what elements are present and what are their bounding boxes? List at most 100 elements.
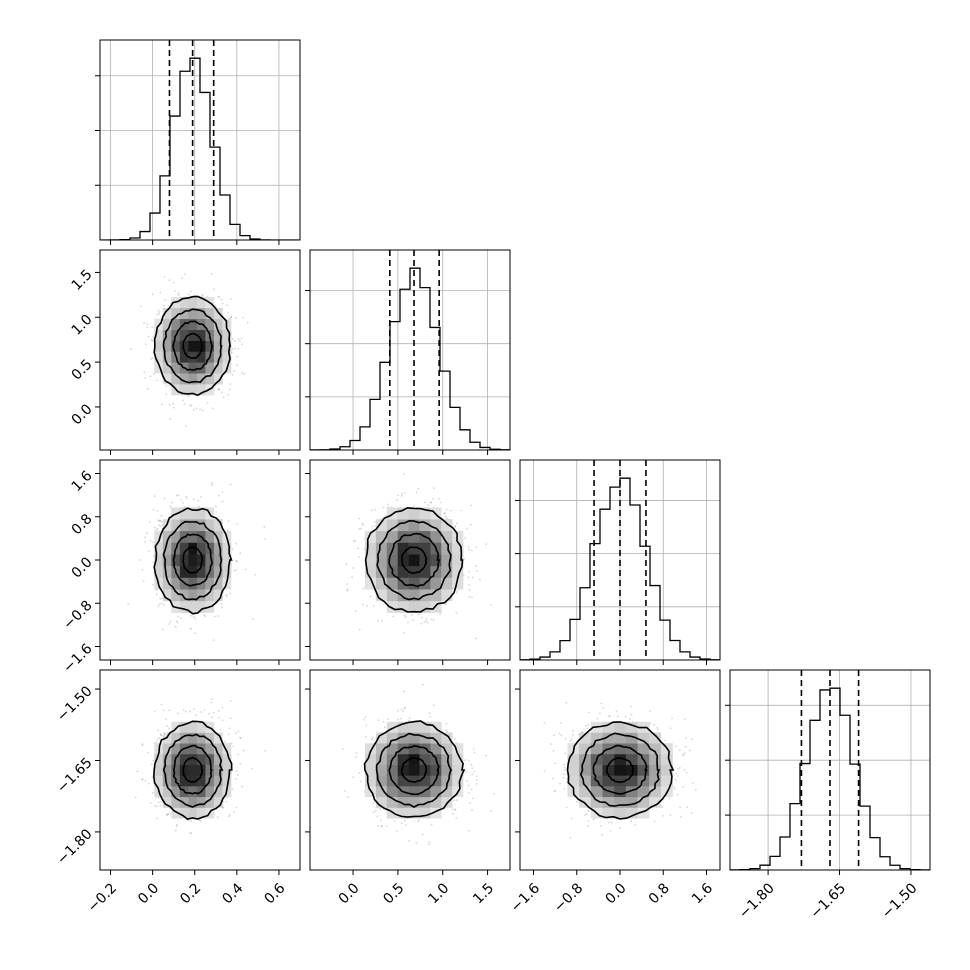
scatter-point <box>168 403 171 406</box>
scatter-point <box>210 483 213 486</box>
scatter-point <box>158 523 160 526</box>
scatter-point <box>404 824 407 826</box>
panel-content <box>100 40 300 240</box>
density-cell <box>179 373 189 385</box>
scatter-point <box>151 326 153 329</box>
scatter-point <box>159 597 162 600</box>
density-cell <box>213 362 223 374</box>
scatter-point <box>187 395 190 397</box>
scatter-point <box>562 773 565 776</box>
density-cell <box>171 530 181 543</box>
scatter-point <box>470 504 472 507</box>
scatter-point <box>158 520 161 523</box>
scatter-point <box>165 393 168 396</box>
scatter-point <box>194 617 197 620</box>
density-cell <box>162 318 172 330</box>
scatter-point <box>369 595 372 598</box>
density-cell <box>365 542 377 555</box>
contour-level-2 <box>172 533 213 587</box>
panel-3-3 <box>725 669 931 875</box>
scatter-point <box>599 824 602 827</box>
scatter-point <box>236 773 239 776</box>
scatter-point <box>684 745 687 748</box>
density-cell <box>196 351 206 363</box>
density-cell <box>196 775 206 787</box>
scatter-point <box>421 683 424 686</box>
scatter-point <box>163 603 165 606</box>
scatter-point <box>517 583 519 585</box>
scatter-point <box>602 706 605 709</box>
scatter-point <box>408 839 411 842</box>
density-cell <box>602 764 615 776</box>
density-cell <box>430 743 442 755</box>
scatter-point <box>203 709 206 711</box>
scatter-point <box>153 526 156 529</box>
scatter-point <box>168 304 171 307</box>
scatter-point <box>152 759 155 762</box>
scatter-point <box>158 603 161 606</box>
scatter-point <box>151 583 154 586</box>
scatter-point <box>675 773 678 775</box>
density-cell <box>179 600 189 613</box>
scatter-point <box>141 778 144 781</box>
scatter-point <box>668 797 671 800</box>
scatter-point <box>423 621 426 624</box>
density-cell <box>408 796 420 808</box>
scatter-point <box>168 709 170 712</box>
density-cell <box>196 796 206 808</box>
scatter-point <box>341 747 344 750</box>
scatter-point <box>228 388 231 391</box>
scatter-point <box>362 603 365 606</box>
density-cell <box>408 732 420 744</box>
scatter-point <box>200 711 202 713</box>
y-tick-label: 1.0 <box>69 312 96 339</box>
density-cell <box>213 554 223 567</box>
density-cell <box>430 530 442 543</box>
scatter-point <box>189 627 192 630</box>
scatter-point <box>155 741 158 744</box>
scatter-point <box>554 789 557 792</box>
density-cell <box>162 329 172 341</box>
scatter-point <box>189 710 191 713</box>
scatter-point <box>446 517 448 520</box>
density-cell <box>408 753 420 765</box>
scatter-point <box>351 576 353 579</box>
scatter-point <box>235 542 238 545</box>
scatter-point <box>467 784 470 787</box>
scatter-point <box>141 744 144 747</box>
density-cell <box>386 786 398 798</box>
density-cell <box>419 786 431 798</box>
density-cell <box>188 530 198 543</box>
scatter-point <box>232 811 235 813</box>
scatter-point <box>426 621 429 624</box>
scatter-point <box>371 736 374 739</box>
density-cell <box>579 764 592 776</box>
scatter-point <box>231 788 234 790</box>
density-cell <box>590 743 603 755</box>
scatter-point <box>454 524 457 527</box>
scatter-point <box>397 494 399 497</box>
histogram-step-1 <box>310 267 510 450</box>
scatter-point <box>244 568 247 571</box>
contour-level-1 <box>401 546 428 575</box>
y-tick-label: 1.5 <box>69 267 96 294</box>
density-cell <box>441 753 453 765</box>
contour-level-4 <box>153 507 233 615</box>
scatter-point <box>470 549 473 552</box>
panel-frame <box>309 249 511 451</box>
density-cell <box>637 807 650 819</box>
contour-level-3 <box>579 732 661 807</box>
scatter-point <box>144 343 147 346</box>
scatter-point <box>355 755 357 758</box>
scatter-point <box>473 751 476 754</box>
scatter-point <box>215 511 218 513</box>
scatter-point <box>564 766 566 769</box>
x-tick-label: 0.2 <box>177 880 204 907</box>
density-cell <box>179 807 189 819</box>
density-cell <box>430 577 442 590</box>
density-cell <box>452 753 464 765</box>
density-cell <box>386 519 398 532</box>
scatter-point <box>470 763 473 766</box>
scatter-point <box>358 771 361 774</box>
density-cell <box>162 542 172 555</box>
